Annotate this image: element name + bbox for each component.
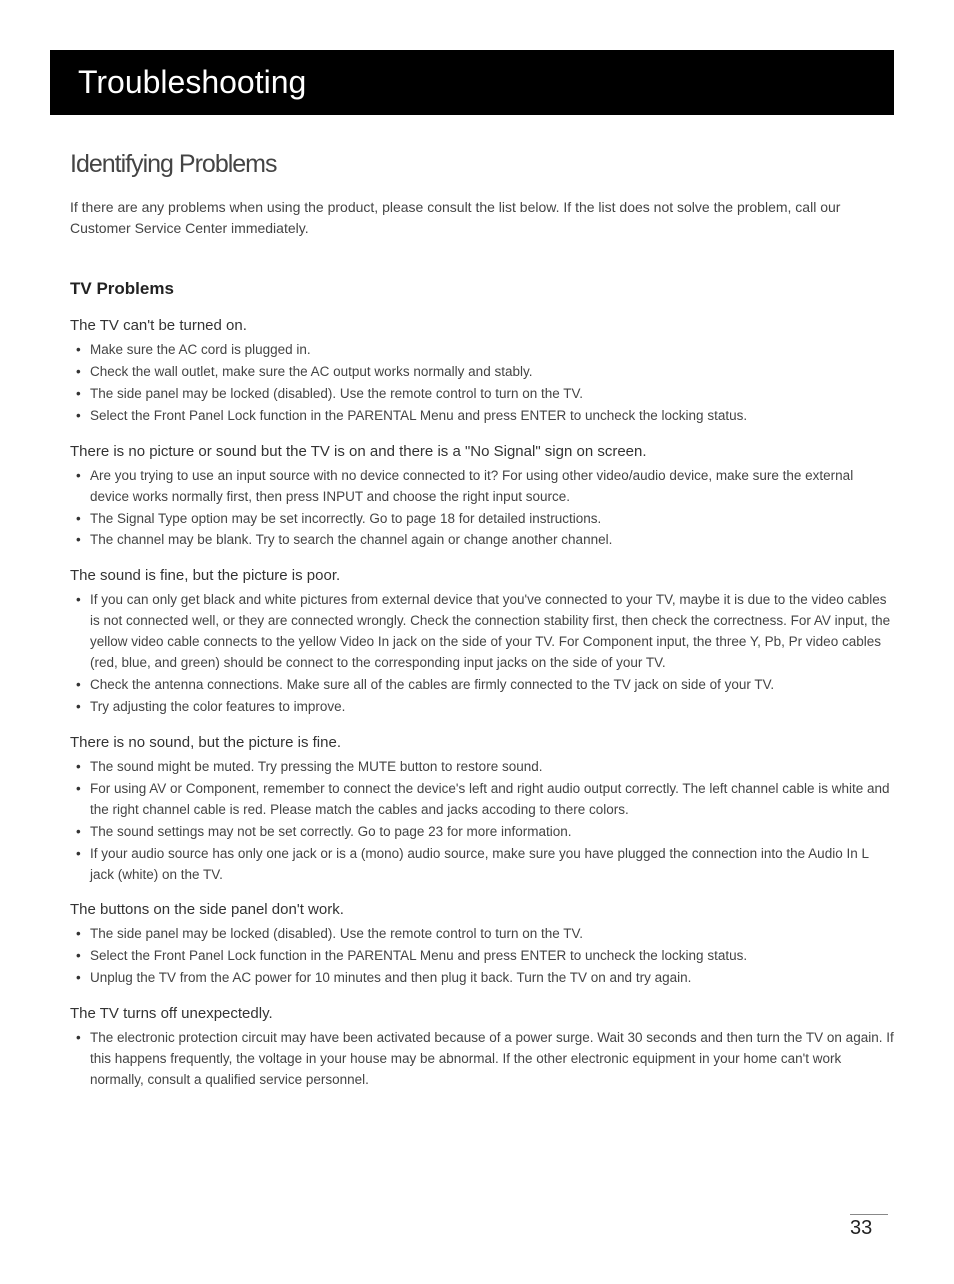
problem-list-item: The sound might be muted. Try pressing t… [90, 757, 894, 778]
problem-list-item: Select the Front Panel Lock function in … [90, 946, 894, 967]
problem-list: The side panel may be locked (disabled).… [70, 924, 894, 989]
problem-list: Are you trying to use an input source wi… [70, 466, 894, 552]
problem-block: The TV can't be turned on. Make sure the … [70, 317, 894, 427]
problem-list: The electronic protection circuit may ha… [70, 1028, 894, 1091]
page-number: 33 [850, 1214, 888, 1240]
problem-title: The TV can't be turned on. [70, 317, 894, 334]
page-content: Identifying Problems If there are any pr… [0, 115, 954, 1091]
problem-list-item: Are you trying to use an input source wi… [90, 466, 894, 508]
problem-block: There is no sound, but the picture is fi… [70, 734, 894, 886]
section-intro: If there are any problems when using the… [70, 197, 894, 239]
subsection-heading: TV Problems [70, 279, 894, 299]
problem-title: The TV turns off unexpectedly. [70, 1005, 894, 1022]
section-heading: Identifying Problems [70, 150, 894, 179]
problem-title: The buttons on the side panel don't work… [70, 901, 894, 918]
problem-title: The sound is fine, but the picture is po… [70, 567, 894, 584]
problem-list-item: If your audio source has only one jack o… [90, 844, 894, 886]
problem-list-item: The side panel may be locked (disabled).… [90, 924, 894, 945]
problem-list: If you can only get black and white pict… [70, 590, 894, 718]
problem-list: Make sure the AC cord is plugged in.Chec… [70, 340, 894, 427]
page-header-bar: Troubleshooting [50, 50, 894, 115]
problem-list-item: For using AV or Component, remember to c… [90, 779, 894, 821]
problem-list: The sound might be muted. Try pressing t… [70, 757, 894, 886]
page-header-title: Troubleshooting [78, 64, 874, 101]
problem-list-item: The electronic protection circuit may ha… [90, 1028, 894, 1091]
problem-list-item: Make sure the AC cord is plugged in. [90, 340, 894, 361]
problem-list-item: If you can only get black and white pict… [90, 590, 894, 674]
problem-list-item: Check the antenna connections. Make sure… [90, 675, 894, 696]
problem-list-item: The channel may be blank. Try to search … [90, 530, 894, 551]
problem-title: There is no sound, but the picture is fi… [70, 734, 894, 751]
problem-block: There is no picture or sound but the TV … [70, 443, 894, 552]
problem-block: The TV turns off unexpectedly. The electr… [70, 1005, 894, 1091]
problem-list-item: The side panel may be locked (disabled).… [90, 384, 894, 405]
problem-block: The sound is fine, but the picture is po… [70, 567, 894, 718]
problem-list-item: Check the wall outlet, make sure the AC … [90, 362, 894, 383]
problem-block: The buttons on the side panel don't work… [70, 901, 894, 989]
problem-list-item: Try adjusting the color features to impr… [90, 697, 894, 718]
problem-title: There is no picture or sound but the TV … [70, 443, 894, 460]
problem-list-item: Unplug the TV from the AC power for 10 m… [90, 968, 894, 989]
problems-container: The TV can't be turned on. Make sure the … [70, 317, 894, 1091]
problem-list-item: The sound settings may not be set correc… [90, 822, 894, 843]
problem-list-item: Select the Front Panel Lock function in … [90, 406, 894, 427]
problem-list-item: The Signal Type option may be set incorr… [90, 509, 894, 530]
